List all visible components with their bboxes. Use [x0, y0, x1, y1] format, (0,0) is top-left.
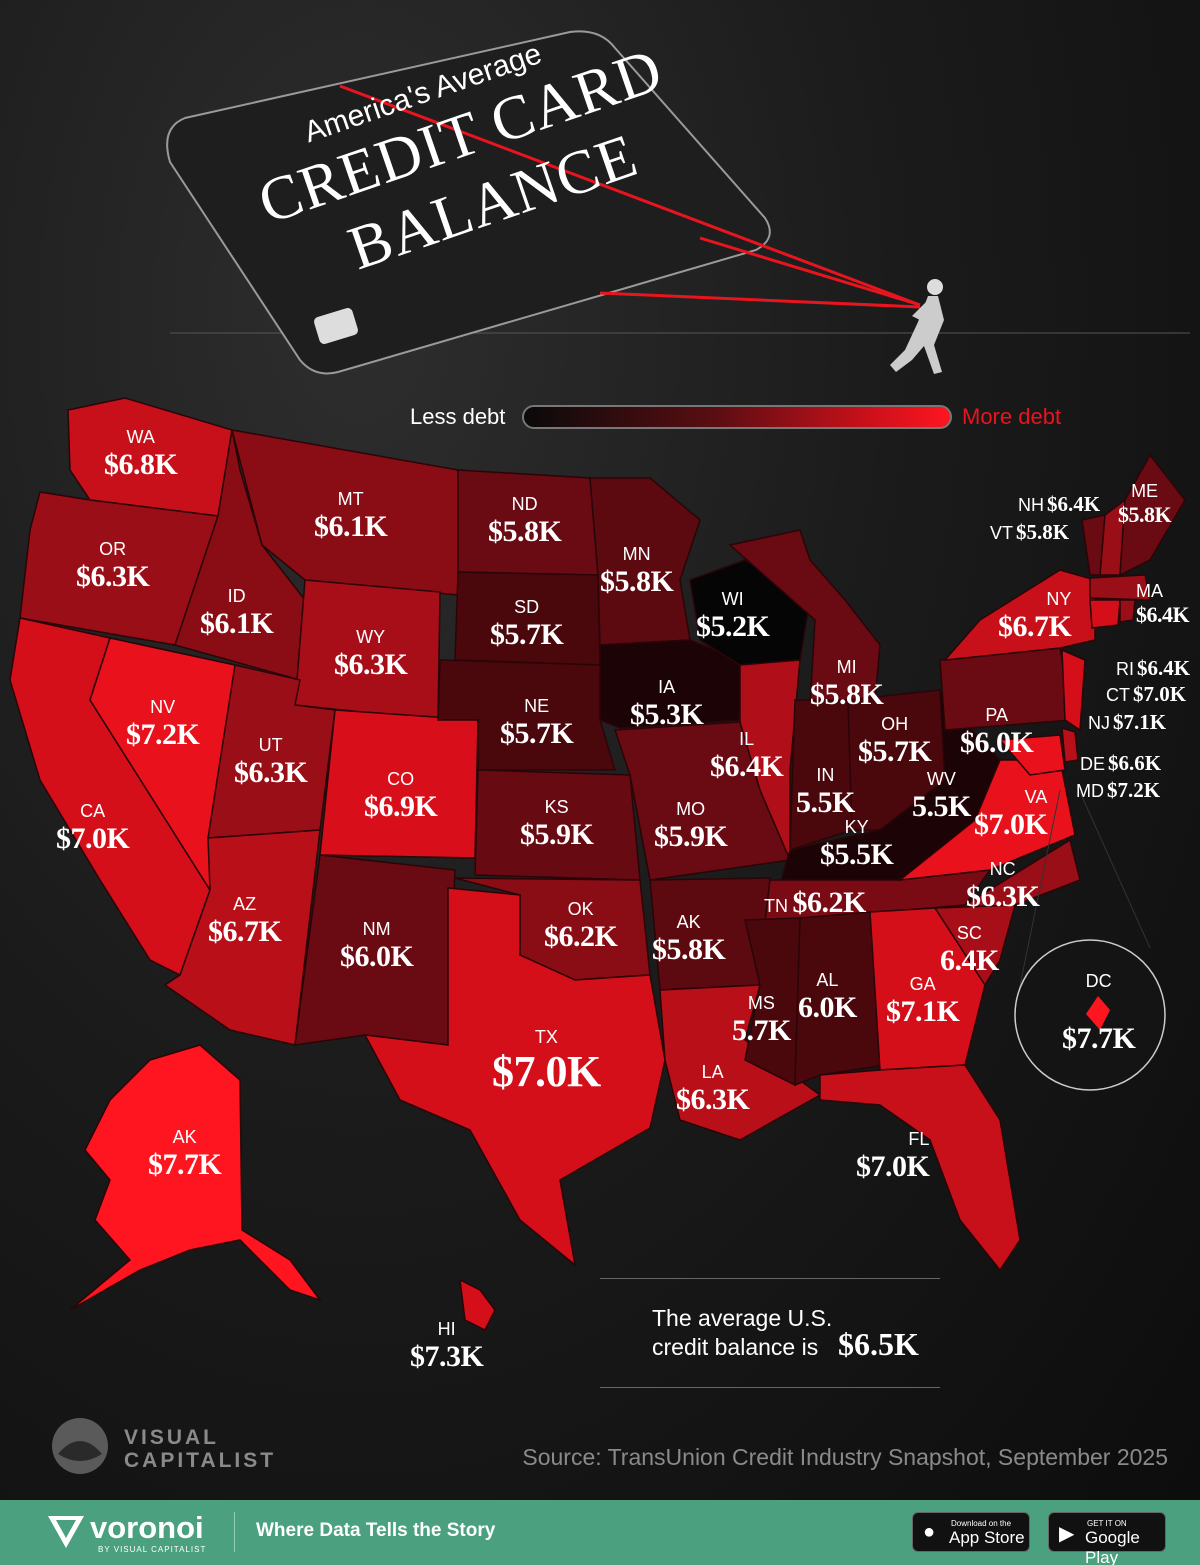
average-value: $6.5K: [838, 1326, 919, 1362]
label-AR: AK $5.8K: [652, 912, 726, 966]
label-IN: IN 5.5K: [796, 765, 855, 819]
label-NC: NC $6.3K: [966, 859, 1040, 913]
average-line1: The average U.S.: [652, 1305, 833, 1331]
label-VA: VA $7.0K: [974, 787, 1048, 841]
state-GA: [869, 907, 986, 1071]
state-HI: [459, 1278, 496, 1332]
google-play-button[interactable]: ▶ GET IT ON Google Play: [1048, 1512, 1166, 1565]
state-NJ: [1061, 648, 1086, 732]
label-MA: MA $6.4K: [1136, 581, 1190, 627]
label-NY: NY $6.7K: [998, 589, 1072, 643]
voronoi-brand[interactable]: voronoi: [90, 1510, 204, 1545]
app-store-button[interactable]: ● Download on the App Store: [912, 1512, 1030, 1552]
label-MT: MT $6.1K: [314, 489, 388, 543]
label-OK: OK $6.2K: [544, 899, 618, 953]
label-WI: WI $5.2K: [696, 589, 770, 643]
label-WV: WV 5.5K: [912, 769, 971, 823]
label-TN: TN $6.2K: [764, 886, 866, 919]
state-NC: [934, 838, 1081, 909]
label-NM: NM $6.0K: [340, 919, 414, 973]
label-MO: MO $5.9K: [654, 799, 728, 853]
state-RI: [1119, 599, 1136, 623]
average-callout: [600, 1278, 940, 1388]
play-icon: ▶: [1059, 1523, 1075, 1545]
label-AZ: AZ $6.7K: [208, 894, 282, 948]
card-chip-icon: [314, 308, 358, 344]
source-note: Source: TransUnion Credit Industry Snaps…: [522, 1444, 1168, 1470]
label-DE: DE $6.6K: [1080, 751, 1162, 775]
average-text: The average U.S. credit balance is: [652, 1304, 832, 1362]
state-MS: [744, 917, 801, 1087]
state-MA: [1089, 574, 1151, 601]
label-MS: MS 5.7K: [732, 993, 791, 1047]
legend-less-label: Less debt: [410, 404, 506, 429]
label-SD: SD $5.7K: [490, 597, 564, 651]
state-ME: [1119, 453, 1186, 577]
label-GA: GA $7.1K: [886, 974, 960, 1028]
label-PA: PA $6.0K: [960, 705, 1034, 759]
label-RI: RI $6.4K: [1116, 656, 1191, 680]
footer-divider: [234, 1512, 235, 1552]
apple-icon: ●: [923, 1521, 936, 1543]
state-TX: [363, 887, 666, 1267]
dc-inset: [1014, 789, 1166, 1091]
label-KS: KS $5.9K: [520, 797, 594, 851]
label-NH: NH $6.4K: [1018, 492, 1101, 516]
state-MI: [728, 529, 881, 706]
label-WA: WA $6.8K: [104, 427, 178, 481]
label-IA: IA $5.3K: [630, 677, 704, 731]
visual-capitalist-logo-icon: [52, 1418, 108, 1474]
label-ID: ID $6.1K: [200, 586, 274, 640]
credit-card-illustration: [166, 30, 1190, 375]
label-OR: OR $6.3K: [76, 539, 150, 593]
state-MN: [589, 477, 701, 646]
state-MD: [998, 734, 1066, 776]
label-DC: DC $7.7K: [1062, 971, 1136, 1055]
state-FL: [819, 1064, 1021, 1272]
label-NE: NE $5.7K: [500, 696, 574, 750]
label-OH: OH $5.7K: [858, 714, 932, 768]
logo-line1: VISUAL: [124, 1426, 220, 1449]
state-DC: [1086, 996, 1110, 1030]
label-TX: TX $7.0K: [492, 1027, 601, 1096]
state-CT: [1089, 599, 1121, 629]
state-AL: [794, 911, 886, 1087]
label-ME: ME $5.8K: [1118, 481, 1172, 527]
average-line2: credit balance is: [652, 1334, 819, 1360]
label-MI: MI $5.8K: [810, 657, 884, 711]
label-NV: NV $7.2K: [126, 697, 200, 751]
label-FL: FL $7.0K: [856, 1129, 930, 1183]
label-SC: SC 6.4K: [940, 923, 999, 977]
label-CA: CA $7.0K: [56, 801, 130, 855]
voronoi-logo-icon: [48, 1516, 84, 1548]
legend-more-label: More debt: [962, 404, 1062, 429]
label-IL: IL $6.4K: [710, 729, 784, 783]
state-TN: [764, 869, 992, 923]
label-ND: ND $5.8K: [488, 494, 562, 548]
legend-gradient-bar: [522, 405, 952, 429]
label-HI: HI $7.3K: [410, 1319, 484, 1373]
state-AK: [69, 1044, 323, 1311]
label-VT: VT $5.8K: [990, 520, 1070, 544]
label-LA: LA $6.3K: [676, 1062, 750, 1116]
label-AK-alaska: AK $7.7K: [148, 1127, 222, 1181]
label-UT: UT $6.3K: [234, 735, 308, 789]
footer-tagline: Where Data Tells the Story: [256, 1520, 496, 1541]
state-DE: [1061, 726, 1079, 763]
label-CO: CO $6.9K: [364, 769, 438, 823]
label-KY: KY $5.5K: [820, 817, 894, 871]
label-NJ: NJ $7.1K: [1088, 710, 1167, 734]
visual-capitalist-wordmark: VISUAL CAPITALIST: [124, 1426, 276, 1472]
label-MD: MD $7.2K: [1076, 778, 1161, 802]
state-AZ: [163, 829, 321, 1046]
label-WY: WY $6.3K: [334, 627, 408, 681]
label-AL: AL 6.0K: [798, 970, 857, 1024]
logo-line2: CAPITALIST: [124, 1449, 277, 1472]
label-MN: MN $5.8K: [600, 544, 674, 598]
runner-icon: [339, 84, 944, 374]
label-CT: CT $7.0K: [1106, 682, 1187, 706]
voronoi-brand-sub: BY VISUAL CAPITALIST: [98, 1545, 207, 1554]
